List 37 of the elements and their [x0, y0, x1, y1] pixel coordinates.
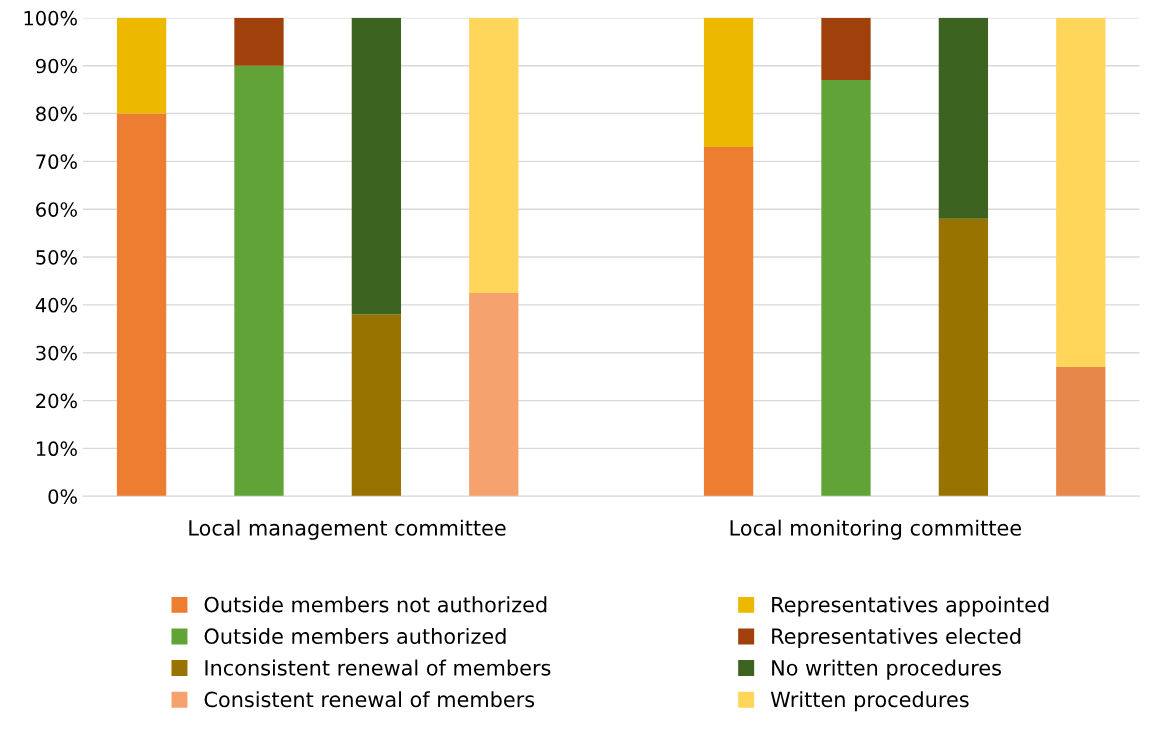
bar	[938, 17, 989, 219]
bar	[1056, 367, 1106, 497]
legend-label: Outside members authorized	[204, 627, 506, 645]
legend-label: No written procedures	[772, 659, 1001, 680]
bar	[821, 17, 871, 81]
bar	[821, 80, 871, 497]
y-tick-label: 80%	[36, 106, 77, 122]
legend-label: Outside members not authorized	[204, 596, 547, 613]
y-tick-label: 0%	[48, 489, 77, 504]
y-tick-label: 30%	[36, 345, 77, 361]
bar	[234, 65, 284, 497]
y-tick-label: 70%	[36, 154, 77, 170]
y-tick-label: 20%	[36, 393, 77, 409]
y-tick-label: 40%	[35, 297, 77, 313]
bar	[116, 113, 167, 497]
legend-label: Representatives elected	[772, 627, 1021, 649]
legend-label: Representatives appointed	[772, 596, 1049, 617]
y-tick-label: 60%	[36, 202, 77, 217]
bar	[469, 292, 519, 497]
bar	[469, 17, 519, 293]
text: Local management committee	[189, 519, 506, 540]
bar	[703, 147, 754, 497]
bar	[351, 17, 402, 315]
y-tick-label: 100%	[24, 10, 77, 26]
bar	[116, 17, 167, 114]
bar	[938, 218, 989, 497]
bar	[703, 17, 754, 148]
bar	[234, 17, 284, 66]
bar	[351, 314, 402, 497]
bar	[1056, 17, 1106, 368]
text: Local monitoring committee	[730, 519, 1021, 540]
legend-label: Written procedures	[770, 691, 969, 712]
y-tick-label: 50%	[36, 250, 77, 265]
y-tick-label: 90%	[36, 58, 77, 74]
legend-label: Inconsistent renewal of members	[205, 659, 551, 676]
y-tick-label: 10%	[36, 441, 77, 457]
legend-label: Consistent renewal of members	[204, 691, 535, 708]
